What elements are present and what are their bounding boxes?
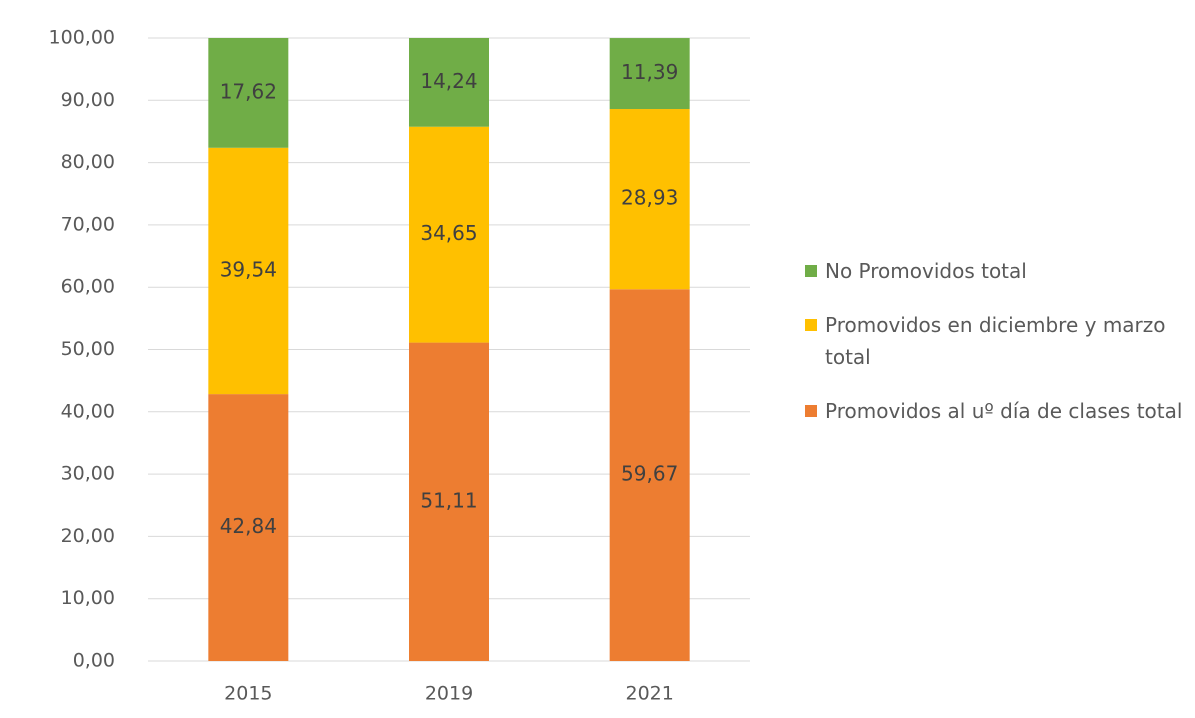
data-label: 59,67	[621, 462, 678, 486]
x-tick-label: 2015	[224, 683, 272, 705]
bar-segment	[409, 342, 489, 661]
data-label: 34,65	[420, 221, 477, 245]
bar-segment	[208, 394, 289, 661]
y-tick-label: 40,00	[61, 400, 115, 422]
x-tick-label: 2021	[625, 683, 673, 705]
bar-segment	[609, 38, 690, 110]
y-tick-label: 20,00	[61, 525, 115, 547]
y-tick-label: 100,00	[49, 27, 115, 49]
data-label: 14,24	[420, 69, 477, 93]
legend-entry: Promovidos al uº día de clases total	[805, 395, 1185, 427]
bar-segment	[609, 289, 690, 661]
legend-swatch	[805, 405, 817, 417]
y-tick-label: 90,00	[61, 89, 115, 111]
legend-label: No Promovidos total	[825, 259, 1027, 283]
legend-swatch	[805, 265, 817, 277]
data-label: 39,54	[220, 257, 277, 281]
legend-label: Promovidos en diciembre y marzo total	[825, 313, 1166, 369]
data-label: 17,62	[220, 79, 277, 103]
data-label: 51,11	[420, 488, 477, 512]
y-tick-label: 80,00	[61, 151, 115, 173]
y-tick-label: 50,00	[61, 338, 115, 360]
bar-segment	[208, 147, 289, 395]
y-tick-label: 70,00	[61, 213, 115, 235]
legend-entry: Promovidos en diciembre y marzo total	[805, 309, 1185, 373]
y-tick-label: 10,00	[61, 587, 115, 609]
bar-segment	[208, 38, 289, 148]
legend-swatch	[805, 319, 817, 331]
y-tick-label: 30,00	[61, 463, 115, 485]
y-tick-label: 60,00	[61, 276, 115, 298]
y-tick-label: 0,00	[73, 650, 115, 672]
x-tick-label: 2019	[425, 683, 473, 705]
data-label: 11,39	[621, 60, 678, 84]
data-label: 42,84	[220, 514, 277, 538]
bar-segment	[609, 109, 690, 290]
data-label: 28,93	[621, 186, 678, 210]
bar-segment	[409, 38, 489, 127]
bar-segment	[409, 126, 489, 343]
legend-entry: No Promovidos total	[805, 255, 1185, 287]
legend-label: Promovidos al uº día de clases total	[825, 399, 1183, 423]
legend: No Promovidos total Promovidos en diciemb…	[805, 255, 1185, 449]
